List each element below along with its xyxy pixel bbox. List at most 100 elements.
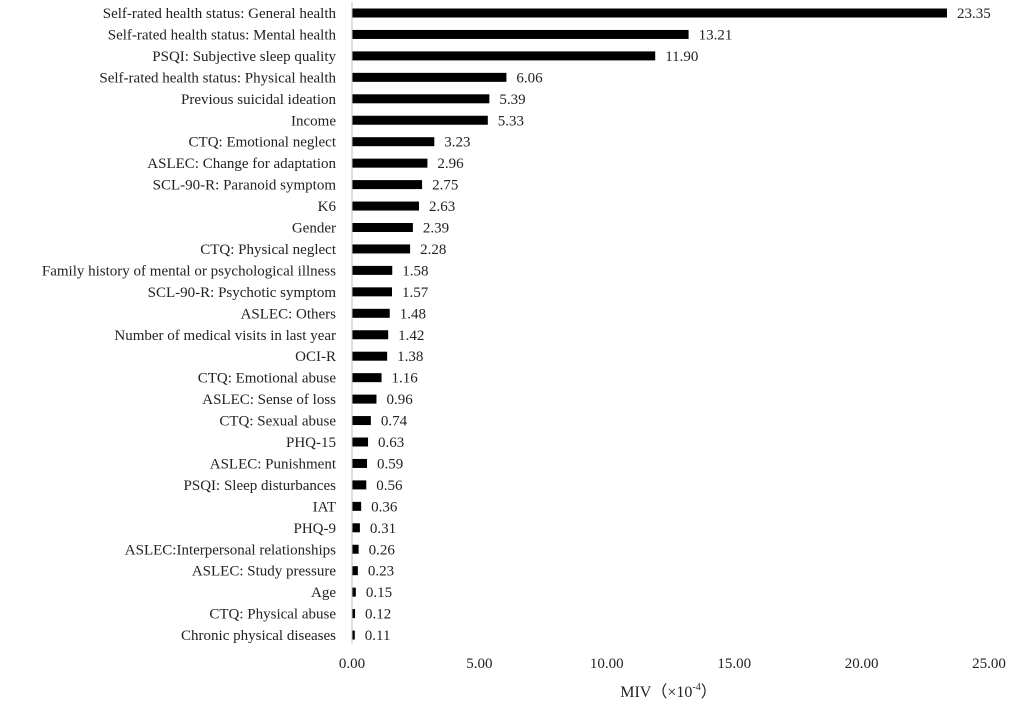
category-label: ASLEC: Study pressure <box>192 564 337 580</box>
value-label: 0.59 <box>377 456 403 472</box>
category-label: CTQ: Sexual abuse <box>219 414 336 430</box>
category-label: Previous suicidal ideation <box>181 92 336 108</box>
category-label: CTQ: Emotional neglect <box>189 135 337 151</box>
value-label: 1.58 <box>402 263 428 279</box>
category-label: IAT <box>313 499 336 515</box>
value-label: 1.42 <box>398 328 424 344</box>
bar <box>352 351 388 361</box>
bar <box>352 29 689 39</box>
x-tick-label: 5.00 <box>466 656 492 672</box>
value-label: 2.63 <box>429 199 455 215</box>
bar <box>352 330 389 340</box>
x-axis-title-main: MIV（×10 <box>620 683 692 701</box>
value-label: 1.38 <box>397 349 423 365</box>
category-label: Self-rated health status: General health <box>103 6 337 22</box>
category-label: Self-rated health status: Mental health <box>108 27 337 43</box>
category-label: PSQI: Subjective sleep quality <box>152 49 336 65</box>
bar <box>352 416 371 426</box>
category-label: Gender <box>292 221 336 237</box>
x-tick-label: 10.00 <box>590 656 624 672</box>
value-label: 0.56 <box>376 478 403 494</box>
category-label: Age <box>311 585 336 601</box>
value-label: 0.31 <box>370 521 396 537</box>
category-label: Income <box>291 113 336 129</box>
value-label: 1.48 <box>400 306 426 322</box>
x-tick-label: 0.00 <box>339 656 365 672</box>
bar <box>352 544 359 554</box>
x-tick-label: 20.00 <box>845 656 879 672</box>
bar <box>352 244 411 254</box>
value-label: 13.21 <box>699 27 733 43</box>
category-label: CTQ: Physical neglect <box>200 242 337 258</box>
bars-layer <box>352 8 947 640</box>
bar <box>352 51 656 61</box>
value-label: 0.11 <box>365 628 391 644</box>
category-label: ASLEC:Interpersonal relationships <box>125 542 336 558</box>
value-label: 2.96 <box>437 156 464 172</box>
value-label: 0.63 <box>378 435 404 451</box>
value-label: 1.16 <box>392 371 419 387</box>
x-axis-title: MIV（×10-4） <box>620 682 717 701</box>
bar <box>352 8 947 18</box>
bar <box>352 501 362 511</box>
value-label: 0.23 <box>368 564 394 580</box>
bar <box>352 437 369 447</box>
bar <box>352 72 507 82</box>
bar <box>352 609 356 619</box>
category-label: ASLEC: Sense of loss <box>202 392 336 408</box>
value-label: 11.90 <box>665 49 698 65</box>
category-label: Self-rated health status: Physical healt… <box>99 70 336 86</box>
value-label: 0.12 <box>365 607 391 623</box>
category-label: ASLEC: Punishment <box>210 456 337 472</box>
category-label: SCL-90-R: Paranoid symptom <box>153 178 337 194</box>
value-label: 23.35 <box>957 6 991 22</box>
category-label: PHQ-15 <box>286 435 336 451</box>
bar <box>352 265 393 275</box>
category-label: CTQ: Emotional abuse <box>198 371 337 387</box>
value-label: 2.28 <box>420 242 446 258</box>
x-axis-title-suffix: ） <box>701 683 717 701</box>
value-label: 2.39 <box>423 221 449 237</box>
x-tick-label: 15.00 <box>717 656 751 672</box>
category-label: CTQ: Physical abuse <box>209 607 336 623</box>
x-axis-title-superscript: -4 <box>692 682 700 693</box>
category-label: OCI-R <box>295 349 336 365</box>
value-label: 5.39 <box>499 92 525 108</box>
value-label: 1.57 <box>402 285 429 301</box>
bar <box>352 180 423 190</box>
bar <box>352 458 368 468</box>
value-label: 0.26 <box>369 542 396 558</box>
bar <box>352 523 360 533</box>
bar <box>352 587 356 597</box>
bar <box>352 115 488 125</box>
bar <box>352 287 393 297</box>
bar <box>352 94 490 104</box>
bar <box>352 566 358 576</box>
value-label: 0.74 <box>381 414 408 430</box>
bar <box>352 223 413 232</box>
x-tick-labels: 0.00 5.00 10.00 15.00 20.00 25.00 <box>339 656 1006 672</box>
value-label: 0.96 <box>386 392 413 408</box>
value-label: 0.36 <box>371 499 398 515</box>
bar <box>352 137 435 147</box>
category-label: Family history of mental or psychologica… <box>42 263 336 279</box>
category-label: K6 <box>318 199 337 215</box>
bar <box>352 394 377 404</box>
bar <box>352 373 382 383</box>
value-label: 0.15 <box>366 585 392 601</box>
bar <box>352 201 420 211</box>
value-label: 6.06 <box>516 70 543 86</box>
x-tick-label: 25.00 <box>972 656 1006 672</box>
category-label: PSQI: Sleep disturbances <box>184 478 337 494</box>
category-label: ASLEC: Others <box>241 306 337 322</box>
category-labels: Self-rated health status: General health… <box>42 6 337 644</box>
category-label: SCL-90-R: Psychotic symptom <box>148 285 337 301</box>
value-label: 2.75 <box>432 178 458 194</box>
category-label: PHQ-9 <box>293 521 336 537</box>
bar <box>352 308 390 318</box>
category-label: Number of medical visits in last year <box>114 328 336 344</box>
bar <box>352 158 428 168</box>
